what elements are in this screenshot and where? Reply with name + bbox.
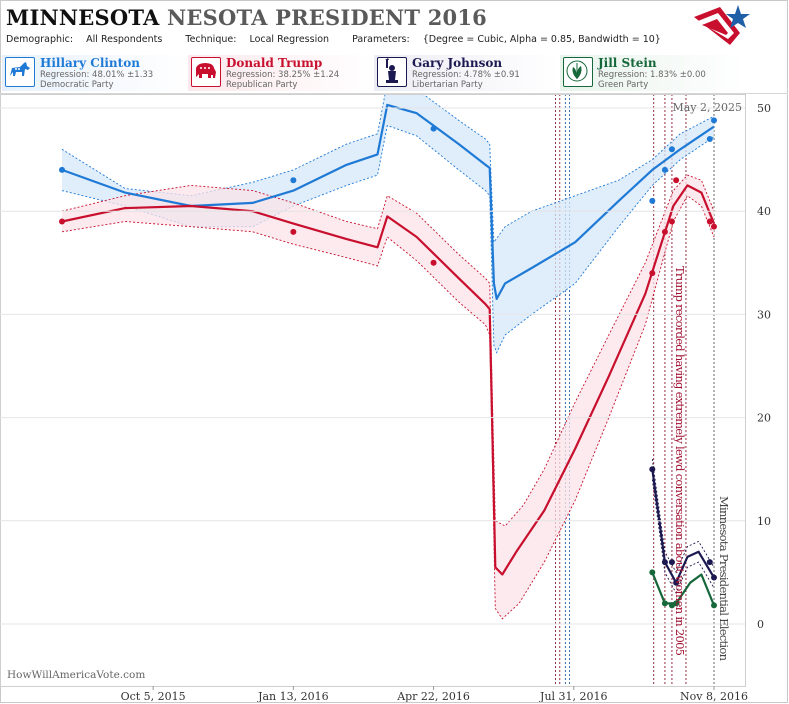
candidate-regression: Regression: 48.01% ±1.33 — [40, 70, 154, 80]
candidate-name: Gary Johnson — [412, 56, 503, 70]
x-tick-label: Apr 22, 2016 — [396, 690, 470, 702]
hillary-clinton-poll-point — [59, 166, 65, 173]
title-state: MINNESOTA — [6, 5, 160, 30]
donald-trump-poll-point — [661, 228, 668, 235]
gary-johnson-poll-point — [649, 466, 656, 473]
plot-border — [0, 94, 746, 687]
y-tick-label: 10 — [757, 515, 771, 528]
annotation-trump-tape: Trump recorded having extremely lewd con… — [673, 266, 687, 656]
technique-value: Local Regression — [249, 34, 330, 45]
candidate-johnson: Gary Johnson Regression: 4.78% ±0.91 Lib… — [374, 55, 560, 91]
x-tick-label: Nov 8, 2016 — [680, 690, 748, 702]
gary-johnson-poll-point — [711, 574, 717, 581]
parameters-label: Parameters: — [352, 34, 410, 45]
elephant-icon — [191, 57, 221, 87]
donald-trump-poll-point — [649, 270, 656, 277]
donald-trump-poll-point — [290, 228, 297, 235]
hillary-clinton-trend-line — [61, 103, 715, 300]
hillary-clinton-poll-point — [711, 117, 717, 124]
chart-date-label: May 2, 2025 — [672, 101, 742, 114]
hillary-clinton-poll-point — [649, 197, 656, 204]
x-tick-label: Jan 13, 2016 — [257, 690, 329, 702]
candidate-clinton: Hillary Clinton Regression: 48.01% ±1.33… — [2, 55, 188, 91]
jill-stein-trend-line — [651, 571, 716, 606]
candidate-trump: Donald Trump Regression: 38.25% ±1.24 Re… — [188, 55, 374, 91]
hillary-clinton-upper-bound — [61, 94, 715, 244]
candidate-party: Libertarian Party — [412, 80, 483, 90]
donald-trump-poll-point — [668, 218, 675, 225]
y-tick-label: 40 — [757, 205, 771, 218]
gary-johnson-poll-point — [706, 559, 713, 566]
donald-trump-poll-point — [706, 218, 713, 225]
gary-johnson-poll-point — [661, 559, 668, 566]
gary-johnson-lower-bound — [651, 479, 715, 595]
candidate-regression: Regression: 38.25% ±1.24 — [226, 70, 340, 80]
gary-johnson-poll-point — [668, 559, 675, 566]
y-tick-label: 50 — [757, 102, 771, 115]
hillary-clinton-confidence-band — [62, 94, 714, 353]
donald-trump-poll-point — [711, 223, 717, 230]
technique-label: Technique: — [185, 34, 237, 45]
gary-johnson-poll-point — [673, 579, 680, 586]
parameters-line: Demographic: All Respondents Technique: … — [6, 34, 681, 45]
donald-trump-upper-bound — [61, 174, 715, 527]
donald-trump-poll-point — [430, 259, 437, 266]
demographic-value: All Respondents — [86, 34, 163, 45]
statue-of-liberty-icon — [377, 57, 407, 87]
candidate-name: Donald Trump — [226, 56, 323, 70]
annotation-election: Minnesota Presidential Election — [717, 496, 731, 662]
jill-stein-poll-point — [649, 569, 656, 576]
candidate-stein: Jill Stein Regression: 1.83% ±0.00 Green… — [560, 55, 746, 91]
candidate-party: Democratic Party — [40, 80, 114, 90]
hillary-clinton-poll-point — [661, 166, 668, 173]
donkey-icon — [5, 57, 35, 87]
hillary-clinton-poll-point — [430, 125, 437, 132]
star-flag-icon — [694, 5, 750, 45]
page-title: MINNESOTA NESOTA PRESIDENT 2016 — [6, 5, 487, 30]
candidate-party: Green Party — [598, 80, 649, 90]
donald-trump-lower-bound — [61, 195, 715, 620]
donald-trump-poll-point — [59, 218, 65, 225]
candidate-party: Republican Party — [226, 80, 298, 90]
demographic-label: Demographic: — [6, 34, 74, 45]
hillary-clinton-poll-point — [706, 135, 713, 142]
title-rest: NESOTA PRESIDENT 2016 — [167, 5, 487, 30]
gary-johnson-upper-bound — [651, 458, 715, 574]
hillary-clinton-poll-point — [668, 146, 675, 153]
candidate-regression: Regression: 1.83% ±0.00 — [598, 70, 706, 80]
jill-stein-poll-point — [661, 600, 668, 607]
y-tick-label: 0 — [757, 618, 764, 631]
hillary-clinton-poll-point — [290, 177, 297, 184]
parameters-value: {Degree = Cubic, Alpha = 0.85, Bandwidth… — [422, 34, 661, 45]
x-tick-label: Jul 31, 2016 — [539, 690, 608, 702]
jill-stein-poll-point — [673, 600, 680, 607]
x-tick-label: Oct 5, 2015 — [121, 690, 186, 702]
donald-trump-poll-point — [673, 177, 680, 184]
candidate-name: Hillary Clinton — [40, 56, 140, 70]
donald-trump-trend-line — [61, 184, 716, 576]
leaf-icon — [563, 57, 593, 87]
jill-stein-poll-point — [711, 602, 717, 609]
donald-trump-confidence-band — [62, 175, 714, 619]
candidate-name: Jill Stein — [598, 56, 657, 70]
watermark: HowWillAmericaVote.com — [7, 669, 145, 681]
candidate-regression: Regression: 4.78% ±0.91 — [412, 70, 520, 80]
y-tick-label: 20 — [757, 412, 771, 425]
poll-chart: 0 10 20 30 40 50 Oct 5, 2015 Jan 13, 2016 Apr 22… — [0, 94, 771, 702]
hillary-clinton-lower-bound — [61, 124, 715, 354]
y-tick-label: 30 — [757, 308, 771, 321]
